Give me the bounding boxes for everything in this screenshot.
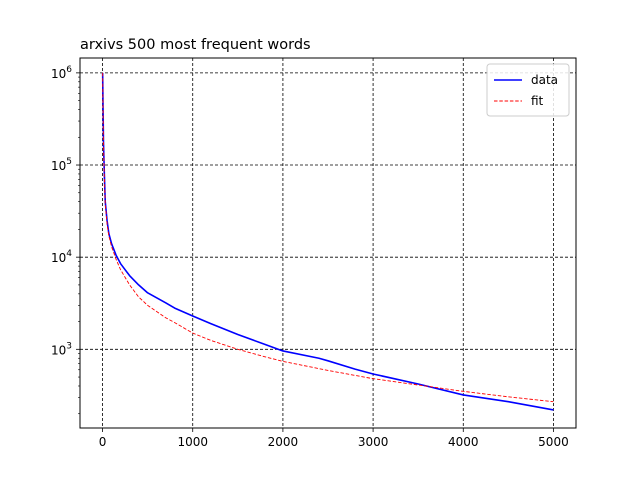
series-line-data [101, 72, 554, 411]
y-tick-label: 104 [51, 249, 72, 265]
series-line-fit [102, 72, 554, 403]
legend-label-data: data [531, 73, 558, 87]
legend-label-fit: fit [531, 94, 544, 108]
x-tick-label: 1000 [177, 435, 208, 449]
x-tick-label: 3000 [358, 435, 389, 449]
y-tick-label: 103 [51, 341, 72, 357]
legend-box [486, 63, 570, 117]
y-tick-label: 106 [51, 65, 72, 81]
x-tick-label: 2000 [268, 435, 299, 449]
chart-title: arxivs 500 most frequent words [80, 37, 311, 53]
axis-ticks: 0 1000 2000 3000 4000 5000 103 104 105 106 [51, 65, 569, 449]
plot-series [101, 72, 554, 411]
x-tick-label: 4000 [448, 435, 479, 449]
x-tick-label: 5000 [538, 435, 569, 449]
legend: data fit [486, 63, 570, 117]
x-tick-label: 0 [99, 435, 107, 449]
plot-frame [79, 57, 577, 429]
y-tick-label: 105 [51, 157, 72, 173]
